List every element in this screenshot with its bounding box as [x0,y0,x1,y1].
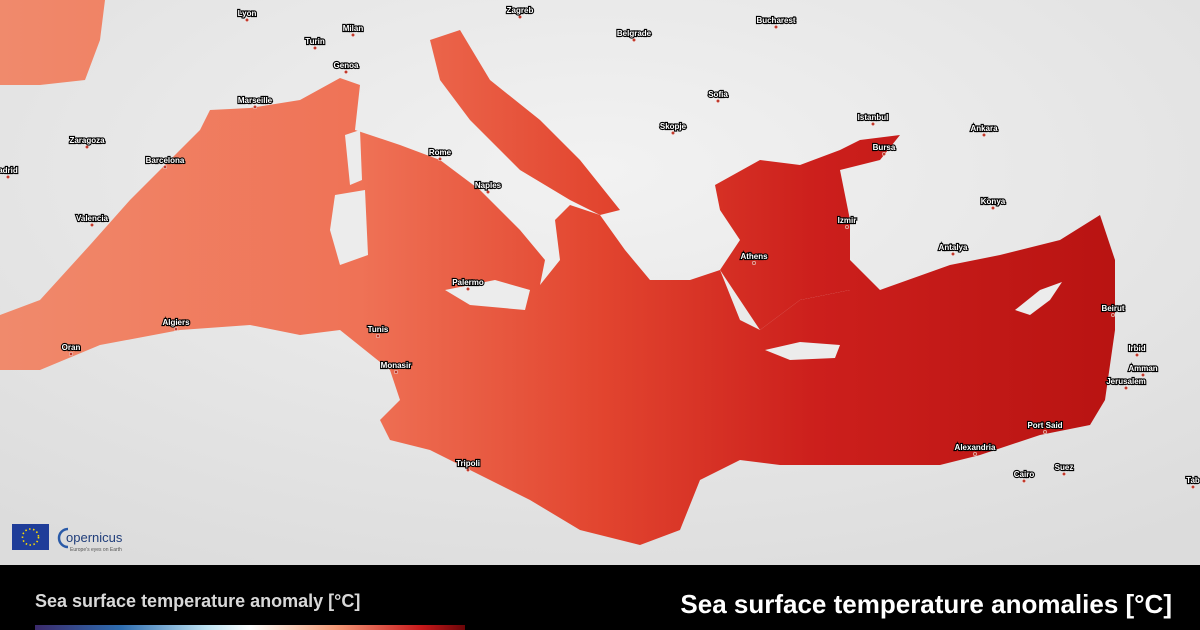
city-label: Turin [305,37,325,46]
city-dot [881,151,887,157]
city-dot [244,17,250,23]
city-dot [437,156,443,162]
city-dot [173,326,179,332]
city-label: Athens [740,252,768,261]
city-dot [162,164,168,170]
city-label: Amman [1128,364,1157,373]
city-label: Zaragoza [69,136,105,145]
city-dot [751,260,757,266]
city-dot [844,224,850,230]
city-label: Istanbul [858,113,889,122]
city-label: Sofia [708,90,728,99]
city-label: Beirut [1101,304,1124,313]
city-dot [1061,471,1067,477]
city-dot [981,132,987,138]
city-label: Tab [1186,476,1200,485]
city-dot [773,24,779,30]
city-dot [1042,429,1048,435]
footer [0,565,1200,630]
city-dot [715,98,721,104]
city-dot [1140,372,1146,378]
city-label: Barcelona [146,156,185,165]
city-label: Bursa [873,143,896,152]
city-label: Jerusalem [1106,377,1146,386]
legend-colorbar [35,625,465,630]
city-label: Zagreb [507,6,534,15]
city-label: adrid [0,166,18,175]
city-dot [631,37,637,43]
city-label: Suez [1055,463,1074,472]
logo-name: opernicus [66,530,123,545]
city-dot [972,451,978,457]
city-dot [870,121,876,127]
city-dot [465,286,471,292]
city-label: Cairo [1014,470,1035,479]
city-dot [312,45,318,51]
legend-title: Sea surface temperature anomaly [°C] [35,591,360,611]
city-dot [84,144,90,150]
city-label: Irbid [1128,344,1145,353]
city-label: Milan [343,24,364,33]
city-dot [1021,478,1027,484]
city-dot [990,205,996,211]
city-label: Tripoli [456,459,480,468]
city-label: Palermo [452,278,484,287]
city-dot [1190,484,1196,490]
logo-tagline: Europe's eyes on Earth [70,547,122,553]
city-dot [950,251,956,257]
city-dot [1123,385,1129,391]
city-dot [89,222,95,228]
city-dot [343,69,349,75]
city-dot [375,333,381,339]
city-label: Alexandria [955,443,996,452]
city-label: Konya [981,197,1006,206]
city-label: Marseille [238,96,273,105]
city-label: Valencia [76,214,109,223]
city-label: Oran [62,343,81,352]
city-label: Lyon [238,9,257,18]
city-label: Rome [429,148,452,157]
city-label: Belgrade [617,29,652,38]
city-dot [393,369,399,375]
city-dot [5,174,11,180]
islands [330,130,1062,360]
city-labels: Lyon Zagreb Bucharest Milan Turin Belgrade Gen… [0,5,1200,490]
copernicus-mark [57,527,69,549]
city-label: Naples [475,181,502,190]
city-label: Ankara [970,124,998,133]
eu-flag [12,524,49,550]
city-label: Tunis [368,325,389,334]
city-dot [1110,312,1116,318]
city-label: Port Said [1027,421,1062,430]
city-dot [485,189,491,195]
city-label: Genoa [334,61,359,70]
city-label: Monasir [381,361,412,370]
title: Sea surface temperature anomalies [°C] [680,589,1172,619]
city-label: Bucharest [756,16,795,25]
city-dot [1134,352,1140,358]
city-dot [465,467,471,473]
city-label: Antalya [939,243,968,252]
city-label: Algiers [162,318,190,327]
city-dot [252,104,258,110]
city-label: Izmir [838,216,857,225]
sea [0,0,1115,545]
city-dot [670,130,676,136]
city-dot [68,351,74,357]
city-dot [350,32,356,38]
city-label: Skopje [660,122,687,131]
city-dot [517,14,523,20]
